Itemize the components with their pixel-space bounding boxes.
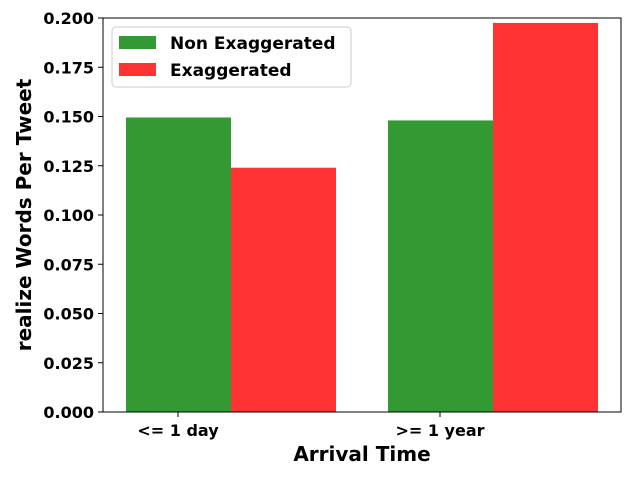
legend-swatch-non-exaggerated xyxy=(119,36,156,49)
x-tick-label: <= 1 day xyxy=(137,421,219,440)
y-tick-label: 0.100 xyxy=(43,206,94,225)
legend-box xyxy=(111,26,352,88)
y-axis-title: realize Words Per Tweet xyxy=(12,78,36,351)
y-tick-label: 0.150 xyxy=(43,108,94,127)
legend: Non Exaggerated Exaggerated xyxy=(111,26,352,88)
bar-exaggerated-ge-1-year xyxy=(493,22,598,413)
y-tick-label: 0.200 xyxy=(43,9,94,28)
y-axis: 0.000 0.025 0.050 0.075 0.100 0.125 0.150 0.175… xyxy=(43,9,103,422)
y-tick-label: 0.075 xyxy=(43,255,94,274)
bar-exaggerated-le-1-day xyxy=(231,167,336,412)
legend-swatch-exaggerated xyxy=(119,63,156,76)
x-axis: <= 1 day >= 1 year xyxy=(137,412,485,440)
y-tick-label: 0.000 xyxy=(43,403,94,422)
y-tick-label: 0.050 xyxy=(43,305,94,324)
x-tick-label: >= 1 year xyxy=(395,421,484,440)
legend-label-exaggerated: Exaggerated xyxy=(170,61,292,81)
bar-non-exaggerated-le-1-day xyxy=(126,117,231,413)
y-tick-label: 0.025 xyxy=(43,354,94,373)
x-axis-title: Arrival Time xyxy=(293,442,430,466)
y-tick-label: 0.125 xyxy=(43,157,94,176)
bar-non-exaggerated-ge-1-year xyxy=(388,120,493,412)
bars-group xyxy=(126,22,598,413)
legend-label-non-exaggerated: Non Exaggerated xyxy=(170,34,336,54)
y-tick-label: 0.175 xyxy=(43,58,94,77)
